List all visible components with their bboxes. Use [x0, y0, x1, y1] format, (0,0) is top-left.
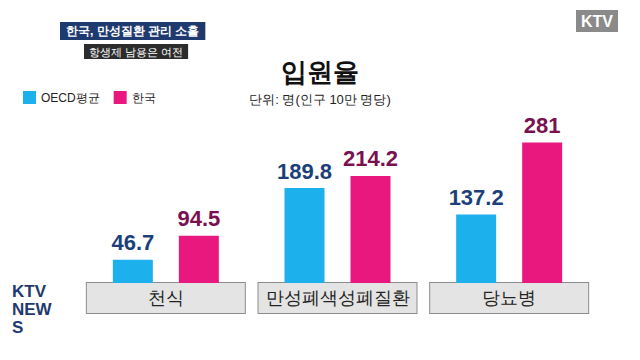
svg-text:137.2: 137.2	[449, 185, 504, 210]
svg-text:KTV: KTV	[581, 13, 613, 30]
svg-text:천식: 천식	[148, 288, 184, 308]
svg-text:94.5: 94.5	[177, 206, 220, 231]
svg-text:KTV: KTV	[12, 282, 51, 301]
svg-text:입원율: 입원율	[281, 57, 359, 87]
svg-text:S: S	[12, 318, 23, 337]
svg-text:NEW: NEW	[12, 300, 53, 319]
svg-text:단위: 명(인구 10만 명당): 단위: 명(인구 10만 명당)	[249, 92, 391, 107]
svg-text:한국, 만성질환 관리 소홀: 한국, 만성질환 관리 소홀	[66, 24, 199, 38]
svg-text:214.2: 214.2	[343, 146, 398, 171]
svg-text:46.7: 46.7	[111, 230, 154, 255]
svg-text:한국: 한국	[132, 91, 156, 105]
svg-text:만성폐색성폐질환: 만성폐색성폐질환	[266, 288, 410, 308]
svg-text:OECD평균: OECD평균	[41, 91, 100, 105]
svg-text:당뇨병: 당뇨병	[482, 288, 536, 308]
svg-text:281: 281	[524, 113, 561, 138]
svg-text:189.8: 189.8	[277, 159, 332, 184]
svg-text:항생제 남용은 여전: 항생제 남용은 여전	[89, 46, 183, 58]
